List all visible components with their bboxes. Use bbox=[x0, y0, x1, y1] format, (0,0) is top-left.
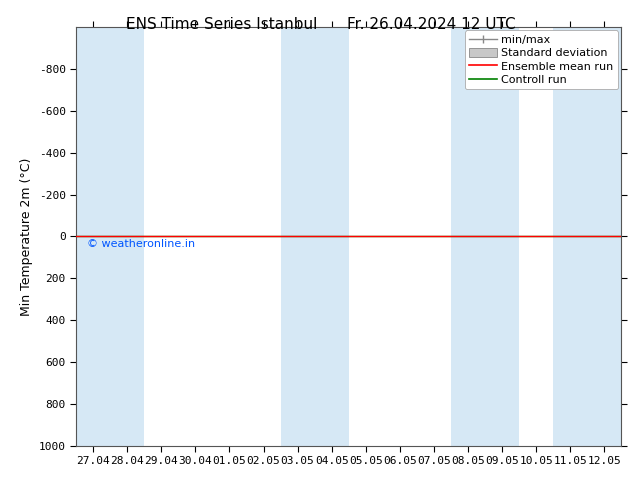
Text: Fr. 26.04.2024 12 UTC: Fr. 26.04.2024 12 UTC bbox=[347, 17, 515, 32]
Bar bbox=[76, 27, 144, 446]
Bar bbox=[280, 27, 349, 446]
Bar bbox=[553, 27, 621, 446]
Text: © weatheronline.in: © weatheronline.in bbox=[87, 239, 195, 248]
Y-axis label: Min Temperature 2m (°C): Min Temperature 2m (°C) bbox=[20, 157, 33, 316]
Bar bbox=[451, 27, 519, 446]
Text: ENS Time Series Istanbul: ENS Time Series Istanbul bbox=[126, 17, 318, 32]
Legend: min/max, Standard deviation, Ensemble mean run, Controll run: min/max, Standard deviation, Ensemble me… bbox=[465, 30, 618, 89]
